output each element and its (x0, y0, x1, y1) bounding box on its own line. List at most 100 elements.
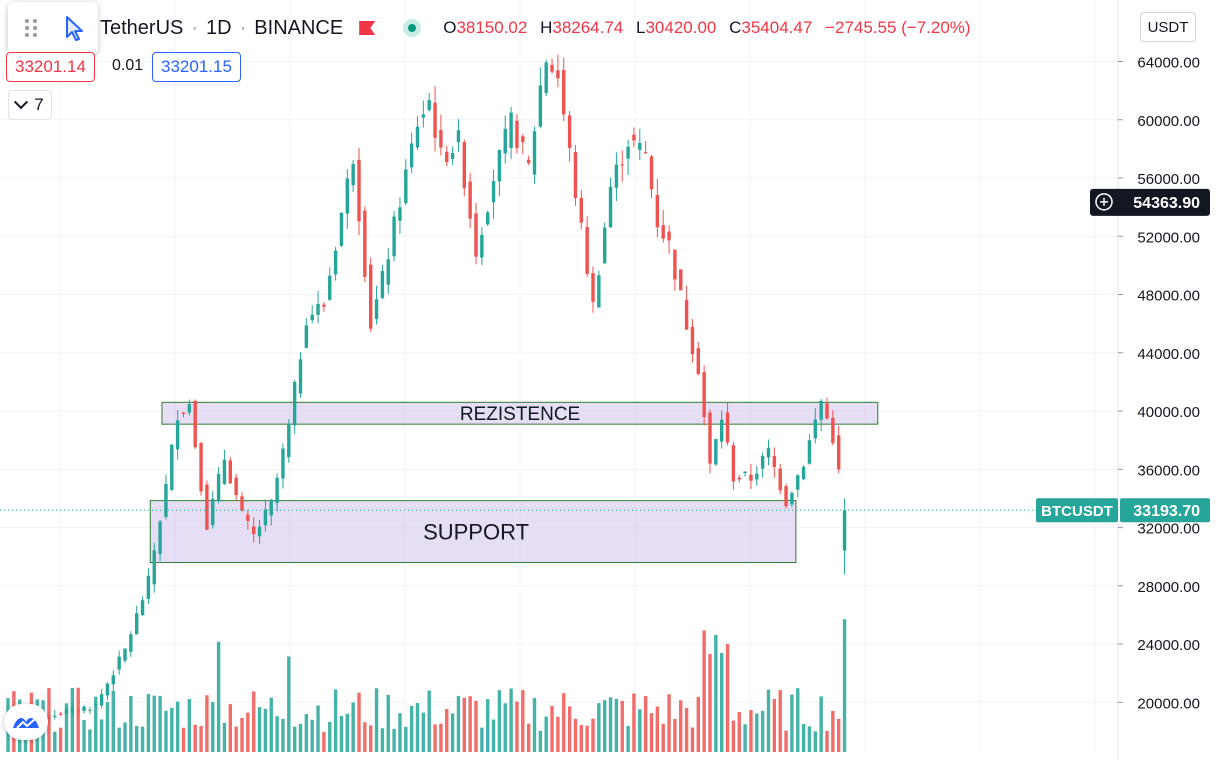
candle (626, 146, 630, 159)
candle (673, 249, 677, 280)
volume-bar (831, 710, 835, 752)
cursor-arrow-icon[interactable] (60, 13, 90, 43)
interval[interactable]: 1D (206, 16, 232, 39)
volume-bar (684, 707, 689, 752)
volume-bar (807, 726, 812, 752)
volume-bar (269, 697, 273, 752)
volume-bar (550, 705, 554, 752)
y-tick-label: 44000.00 (1137, 346, 1200, 363)
volume-bar (53, 731, 57, 752)
candle (515, 120, 519, 149)
indicators-toggle-button[interactable]: 7 (8, 90, 52, 120)
candle (392, 216, 396, 257)
volume-bar (784, 730, 788, 752)
candle (158, 521, 162, 554)
open-value: 38150.02 (456, 18, 528, 37)
volume-bar (556, 716, 560, 752)
volume-bar (649, 713, 654, 752)
volume-bar (263, 708, 268, 752)
volume-bar (211, 701, 215, 752)
sell-price-button[interactable]: 33201.14 (6, 52, 95, 82)
volume-bar (720, 653, 724, 752)
volume-bar (199, 725, 203, 752)
volume-bar (292, 726, 297, 752)
volume-bar (409, 705, 414, 752)
low-label: L (636, 18, 646, 37)
separator: · (239, 16, 247, 39)
candle (749, 474, 753, 481)
volume-bar (164, 710, 168, 752)
candle (164, 483, 168, 517)
candle (491, 181, 496, 203)
candle (468, 181, 472, 219)
volume-bar (515, 701, 519, 752)
candle (152, 550, 156, 585)
candle (398, 207, 402, 221)
candle (766, 448, 771, 458)
volume-bar (427, 690, 431, 752)
y-tick-label: 32000.00 (1137, 521, 1200, 538)
volume-bar (421, 712, 426, 752)
volume-bar (696, 696, 700, 752)
volume-bar (749, 710, 753, 752)
y-tick-label: 24000.00 (1137, 637, 1200, 654)
candle (831, 417, 835, 444)
candle (679, 269, 683, 291)
candle (269, 499, 273, 516)
buy-price-button[interactable]: 33201.15 (152, 52, 241, 82)
candle (778, 468, 782, 491)
volume-bar (369, 725, 373, 752)
candle (696, 348, 700, 375)
candle (825, 403, 829, 419)
drag-handle-icon[interactable] (16, 13, 46, 43)
candle (597, 275, 601, 308)
candle (380, 271, 385, 299)
candle (117, 656, 121, 670)
tradingview-logo-icon[interactable] (4, 704, 48, 740)
candle (608, 186, 613, 228)
candle (638, 142, 642, 150)
candle (351, 163, 355, 186)
candle (772, 456, 777, 467)
candle (807, 440, 812, 464)
flag-icon[interactable] (359, 21, 376, 35)
drawing-toolbox[interactable] (8, 2, 98, 54)
volume-bar (562, 693, 566, 752)
volume-bar (714, 634, 718, 752)
candle (433, 102, 437, 138)
market-status-icon[interactable] (403, 19, 422, 37)
volume-bar (257, 707, 262, 752)
currency-button[interactable]: USDT (1140, 12, 1196, 42)
volume-bar (351, 702, 355, 752)
candle (690, 326, 695, 355)
volume-bar (579, 724, 583, 752)
symbol-name[interactable]: TetherUS (100, 16, 184, 39)
volume-bar (316, 705, 320, 752)
volume-bar (608, 697, 613, 752)
volume-bar (380, 728, 385, 752)
volume-bar (234, 726, 238, 752)
volume-bar (76, 687, 80, 752)
candle (252, 526, 256, 535)
volume-bar (632, 693, 636, 752)
volume-bar (544, 716, 548, 752)
candle (99, 694, 104, 706)
volume-bar (837, 718, 841, 752)
volume-bar (398, 713, 402, 752)
candle (737, 477, 741, 480)
candle (632, 134, 636, 141)
candle (708, 412, 712, 464)
volume-bar (796, 688, 800, 752)
candle (544, 62, 548, 94)
candle (567, 115, 572, 149)
candle (281, 448, 285, 479)
volume-bar (170, 707, 174, 752)
candle (702, 372, 706, 417)
volume-bar (158, 695, 162, 752)
volume-bar (392, 728, 396, 752)
volume-bar (456, 695, 461, 752)
volume-bar (246, 712, 250, 752)
candle (760, 455, 765, 469)
candle (275, 477, 279, 503)
